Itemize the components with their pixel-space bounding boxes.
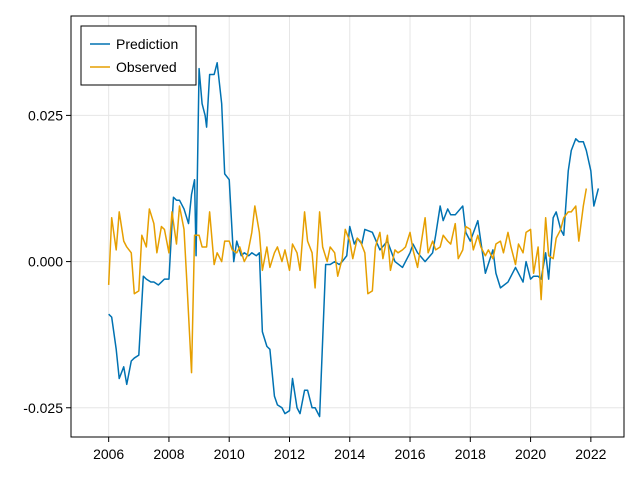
y-tick-label: 0.000	[28, 254, 63, 270]
legend-label-prediction: Prediction	[116, 36, 178, 52]
series-layer	[107, 62, 600, 418]
x-tick-label: 2012	[274, 446, 305, 462]
series-line-prediction	[108, 62, 600, 418]
grid	[71, 16, 624, 437]
legend-label-observed: Observed	[116, 59, 177, 75]
x-tick-label: 2008	[153, 446, 184, 462]
x-tick-label: 2022	[575, 446, 606, 462]
x-tick-label: 2020	[515, 446, 546, 462]
legend: Prediction Observed	[80, 25, 197, 86]
x-tick-label: 2016	[394, 446, 425, 462]
x-tick-label: 2018	[455, 446, 486, 462]
x-tick-label: 2010	[214, 446, 245, 462]
legend-box	[80, 25, 197, 86]
y-axis: -0.025 0.000 0.025	[23, 107, 71, 416]
series-line-observed	[107, 188, 588, 374]
y-tick-label: 0.025	[28, 107, 63, 123]
y-tick-label: -0.025	[23, 400, 63, 416]
x-tick-label: 2006	[93, 446, 124, 462]
plot-frame	[70, 15, 625, 438]
x-axis: 2006 2008 2010 2012 2014 2016 2018 2020 2022	[93, 437, 607, 462]
x-tick-label: 2014	[334, 446, 365, 462]
